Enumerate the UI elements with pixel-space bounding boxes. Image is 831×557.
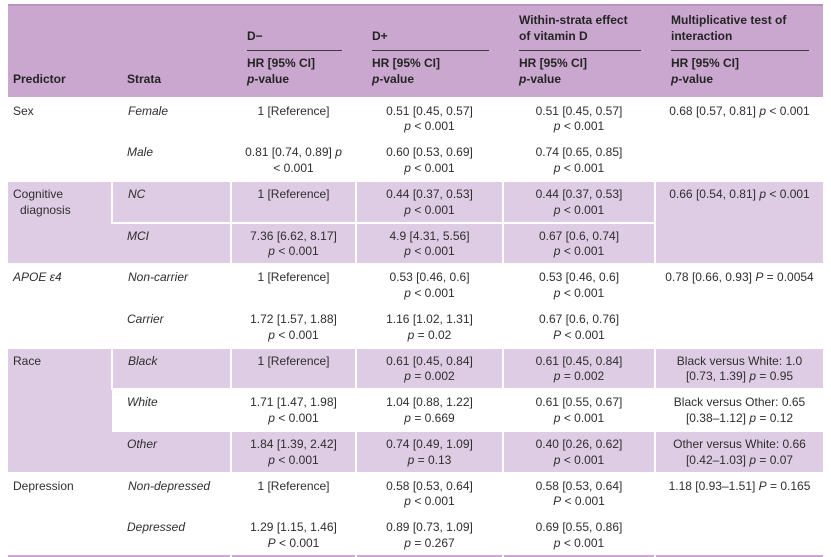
dminus-cell: 1.29 [1.15, 1.46] P < 0.001: [230, 513, 356, 556]
dplus-cell: 0.89 [0.73, 1.09] p = 0.267: [355, 513, 503, 556]
within-cell: 0.67 [0.6, 0.76] P < 0.001: [502, 304, 655, 348]
strata-cell: White: [112, 388, 231, 431]
within-cell: 0.74 [0.65, 0.85] p < 0.001: [502, 138, 655, 181]
within-cell: 0.61 [0.45, 0.84] p = 0.002: [502, 346, 655, 390]
table-body: Sex Female 1 [Reference] 0.51 [0.45, 0.57] p…: [8, 96, 823, 556]
column-subheader: HR [95% CI] p-value: [671, 56, 740, 86]
dplus-cell: 0.44 [0.37, 0.53] p < 0.001: [355, 179, 503, 223]
column-group-label: D+: [372, 13, 489, 51]
dplus-cell: 0.74 [0.49, 1.09] p = 0.13: [355, 429, 503, 473]
strata-cell: MCI: [112, 221, 231, 265]
dminus-cell: 1.72 [1.57, 1.88] p < 0.001: [230, 304, 356, 348]
predictor-cell: Cognitive diagnosis: [8, 179, 112, 265]
table-row: Male 0.81 [0.74, 0.89] p < 0.001 0.60 [0.53…: [8, 138, 823, 181]
dplus-cell: 1.04 [0.88, 1.22] p = 0.669: [355, 388, 503, 431]
table-row: Other 1.84 [1.39, 2.42] p < 0.001 0.74 [0.4…: [8, 429, 823, 473]
strata-cell: Carrier: [112, 304, 231, 348]
dminus-cell: 0.81 [0.74, 0.89] p < 0.001: [230, 138, 356, 181]
dplus-cell: 1.16 [1.02, 1.31] p = 0.02: [355, 304, 503, 348]
interaction-cell: 0.66 [0.54, 0.81] p < 0.001: [654, 179, 823, 265]
dminus-cell: 1.84 [1.39, 2.42] p < 0.001: [230, 429, 356, 473]
table-header: Predictor Strata D− HR [95% CI] p-value D+ HR …: [8, 4, 823, 98]
column-group-label-text: Within-strata effect of vitamin D: [519, 13, 628, 44]
dplus-cell: 0.58 [0.53, 0.64] p < 0.001: [355, 471, 503, 515]
dplus-cell: 0.51 [0.45, 0.57] p < 0.001: [355, 96, 503, 140]
page: { "colors":{ "header_bg":"#c9a7ce", "hea…: [8, 4, 823, 557]
within-cell: 0.67 [0.6, 0.74] p < 0.001: [502, 221, 655, 265]
predictor-cell: Race: [8, 346, 112, 473]
dplus-cell: 0.61 [0.45, 0.84] p = 0.002: [355, 346, 503, 390]
col-header-strata: Strata: [112, 4, 231, 98]
interaction-cell: 0.78 [0.66, 0.93] P = 0.0054: [654, 263, 823, 348]
strata-cell: Male: [112, 138, 231, 181]
dplus-cell: 0.60 [0.53, 0.69] p < 0.001: [355, 138, 503, 181]
table-row: Sex Female 1 [Reference] 0.51 [0.45, 0.57] p…: [8, 96, 823, 181]
column-group-label: Multiplicative test of interaction: [671, 13, 809, 51]
col-header-dplus: D+ HR [95% CI] p-value: [356, 4, 503, 98]
column-group-label-text: D−: [247, 29, 263, 44]
col-header-predictor: Predictor: [8, 4, 112, 98]
interaction-cell: Black versus Other: 0.65 [0.38–1.12] p = …: [654, 388, 823, 431]
predictor-cell: APOE ε4: [8, 263, 112, 348]
dplus-cell: 0.53 [0.46, 0.6] p < 0.001: [355, 263, 503, 306]
col-header-within: Within-strata effect of vitamin D HR [95% …: [503, 4, 655, 98]
within-cell: 0.51 [0.45, 0.57] p < 0.001: [502, 96, 655, 140]
col-header-interaction: Multiplicative test of interaction HR [95%…: [655, 4, 823, 98]
column-label: Predictor: [13, 71, 66, 86]
within-cell: 0.44 [0.37, 0.53] p < 0.001: [502, 179, 655, 223]
table-row: APOE ε4 Non-carrier 1 [Reference] 0.53 [0.4…: [8, 263, 823, 348]
interaction-cell: 0.68 [0.57, 0.81] p < 0.001: [654, 96, 823, 181]
within-cell: 0.53 [0.46, 0.6] p < 0.001: [502, 263, 655, 306]
table-row: Carrier 1.72 [1.57, 1.88] p < 0.001 1.16 [1…: [8, 304, 823, 348]
table-row: White 1.71 [1.47, 1.98] p < 0.001 1.04 [0.8…: [8, 388, 823, 431]
dminus-cell: 7.36 [6.62, 8.17] p < 0.001: [230, 221, 356, 265]
table-row: Race Black 1 [Reference] 0.61 [0.45, 0.84] p…: [8, 346, 823, 473]
table-row: Cognitive diagnosis NC 1 [Reference] 0.44 [0…: [8, 179, 823, 265]
results-table-container: Predictor Strata D− HR [95% CI] p-value D+ HR …: [8, 4, 823, 557]
column-subheader: HR [95% CI] p-value: [372, 56, 441, 86]
strata-cell: Black: [111, 346, 231, 390]
dplus-cell: 4.9 [4.31, 5.56] p < 0.001: [355, 221, 503, 265]
within-cell: 0.69 [0.55, 0.86] p < 0.001: [502, 513, 655, 556]
header-row: Predictor Strata D− HR [95% CI] p-value D+ HR …: [8, 4, 823, 98]
column-group-label: Within-strata effect of vitamin D: [519, 13, 641, 51]
table-row: Depression Non-depressed 1 [Reference] 0.58…: [8, 471, 823, 556]
interaction-cell: 1.18 [0.93–1.51] P = 0.165: [654, 471, 823, 556]
interaction-cell: Black versus White: 1.0 [0.73, 1.39] p = …: [654, 346, 823, 390]
within-cell: 0.40 [0.26, 0.62] p < 0.001: [502, 429, 655, 473]
strata-cell: Non-carrier: [111, 263, 231, 306]
dminus-cell: 1 [Reference]: [230, 346, 356, 390]
column-label: Strata: [127, 71, 162, 86]
dminus-cell: 1 [Reference]: [230, 179, 356, 223]
results-table: Predictor Strata D− HR [95% CI] p-value D+ HR …: [8, 4, 823, 557]
column-group-label-text: D+: [372, 29, 388, 44]
col-header-dminus: D− HR [95% CI] p-value: [231, 4, 356, 98]
dminus-cell: 1 [Reference]: [230, 96, 356, 140]
interaction-cell: Other versus White: 0.66 [0.42–1.03] p = …: [654, 429, 823, 473]
within-cell: 0.61 [0.55, 0.67] p < 0.001: [502, 388, 655, 431]
column-subheader: HR [95% CI] p-value: [519, 56, 588, 86]
predictor-cell: Sex: [8, 96, 112, 181]
column-group-label: D−: [247, 13, 342, 51]
column-subheader: HR [95% CI] p-value: [247, 56, 316, 86]
column-group-label-text: Multiplicative test of interaction: [671, 13, 787, 44]
strata-cell: Other: [112, 429, 231, 473]
predictor-cell: Depression: [8, 471, 112, 556]
dminus-cell: 1 [Reference]: [230, 263, 356, 306]
strata-cell: Depressed: [112, 513, 231, 556]
strata-cell: NC: [111, 179, 231, 223]
strata-cell: Female: [111, 96, 231, 140]
dminus-cell: 1 [Reference]: [230, 471, 356, 515]
strata-cell: Non-depressed: [111, 471, 231, 515]
within-cell: 0.58 [0.53, 0.64] P < 0.001: [502, 471, 655, 515]
dminus-cell: 1.71 [1.47, 1.98] p < 0.001: [230, 388, 356, 431]
